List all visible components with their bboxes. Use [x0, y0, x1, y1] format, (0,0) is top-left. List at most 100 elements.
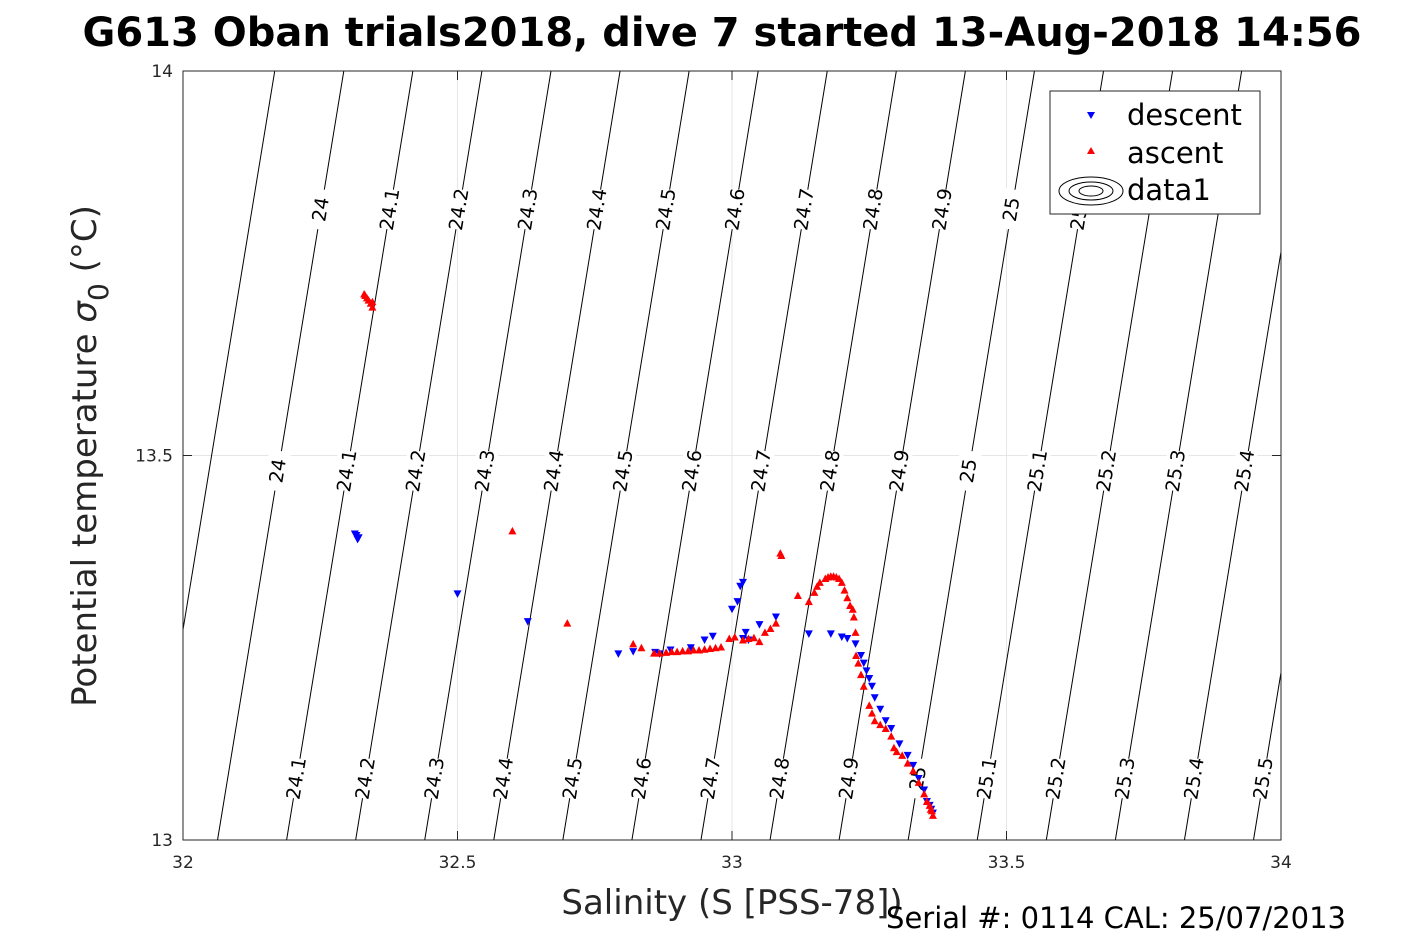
- contour-label-bg: [858, 187, 887, 231]
- ascent-point: [755, 637, 764, 646]
- contour-label: 24: [265, 457, 291, 484]
- ascent-series: [360, 290, 937, 819]
- descent-point: [708, 632, 717, 641]
- legend-ascent-label: ascent: [1127, 136, 1223, 170]
- ascent-point: [684, 646, 693, 655]
- descent-point: [741, 628, 750, 637]
- ascent-point: [673, 647, 682, 656]
- descent-point: [353, 535, 362, 544]
- ascent-point: [706, 644, 715, 653]
- contour-label-bg: [539, 449, 568, 493]
- contour-label-bg: [332, 449, 361, 493]
- ascent-point: [852, 651, 861, 659]
- ascent-point: [650, 649, 659, 657]
- ascent-point: [859, 682, 868, 690]
- contour-label-bg: [608, 449, 637, 493]
- ascent-point: [865, 701, 874, 709]
- contour-label: 24: [308, 196, 334, 223]
- ascent-point: [766, 624, 775, 633]
- legend-data1-label: data1: [1127, 173, 1211, 207]
- ascent-point: [689, 646, 698, 654]
- contour-label-bg: [350, 756, 379, 800]
- ascent-point: [717, 642, 726, 651]
- ascent-point: [810, 588, 819, 596]
- ascent-point: [771, 619, 780, 627]
- contour-label-bg: [789, 187, 818, 231]
- ascent-point: [695, 646, 704, 654]
- y-tick-label: 14: [151, 62, 173, 82]
- contour-label-bg: [696, 756, 725, 800]
- descent-point: [870, 694, 879, 702]
- ascent-point: [928, 811, 937, 819]
- contour-label-bg: [1160, 449, 1190, 493]
- contour-label-bg: [263, 449, 292, 493]
- contour-label-bg: [651, 187, 680, 231]
- descent-point: [771, 613, 780, 621]
- legend: descent ascent data1: [1049, 90, 1261, 215]
- contour-label-bg: [720, 187, 749, 231]
- y-tick-label: 13.5: [135, 447, 173, 467]
- x-tick-label: 32: [172, 853, 194, 873]
- ascent-point: [903, 759, 912, 767]
- ascent-point: [920, 789, 929, 798]
- x-tick-label: 33: [721, 853, 743, 873]
- ascent-point: [909, 766, 918, 775]
- descent-point: [826, 630, 835, 638]
- legend-descent-marker: [1087, 112, 1095, 119]
- ascent-point: [563, 619, 572, 627]
- ascent-point: [804, 597, 813, 606]
- axis-ticks: 32 32.5 33 33.5 34 13 13.5 14: [135, 62, 1292, 873]
- ascent-point: [887, 732, 896, 740]
- ascent-point: [848, 605, 857, 613]
- descent-point: [881, 717, 890, 725]
- descent-point: [876, 705, 885, 714]
- y-axis-label-sigma: σ: [65, 300, 105, 323]
- descent-point: [895, 740, 904, 748]
- descent-point: [909, 761, 918, 770]
- ascent-point: [700, 645, 709, 653]
- contour-label-bg: [746, 449, 775, 493]
- ascent-point: [870, 716, 879, 725]
- ascent-point: [849, 612, 858, 621]
- contour-label: 25: [999, 196, 1025, 223]
- ascent-point: [662, 648, 671, 656]
- contour-label-bg: [401, 449, 430, 493]
- descent-point: [686, 644, 695, 652]
- descent-point: [614, 650, 623, 658]
- contour-label-bg: [927, 187, 956, 231]
- ascent-point: [927, 806, 936, 815]
- descent-point: [700, 636, 709, 645]
- ascent-point: [655, 649, 664, 657]
- ascent-point: [843, 593, 852, 602]
- sigma-contour: [1253, 672, 1282, 841]
- x-tick-label: 34: [1270, 853, 1292, 873]
- ascent-point: [914, 778, 923, 786]
- x-tick-label: 33.5: [988, 853, 1026, 873]
- descent-point: [903, 751, 912, 760]
- descent-point: [862, 667, 871, 675]
- ascent-point: [793, 591, 802, 599]
- footer-serial-cal: Serial #: 0114 CAL: 25/07/2013: [886, 901, 1346, 935]
- descent-point: [755, 621, 764, 629]
- descent-point: [523, 618, 532, 626]
- ascent-point: [744, 634, 753, 643]
- ascent-point: [749, 633, 758, 642]
- ascent-point: [851, 628, 860, 636]
- sigma-contour: [1183, 251, 1282, 841]
- legend-ascent-marker: [1087, 147, 1095, 154]
- descent-point: [738, 578, 747, 587]
- contour-label-bg: [884, 449, 913, 493]
- descent-point: [629, 648, 638, 656]
- ascent-point: [881, 724, 890, 732]
- ascent-point: [368, 297, 377, 306]
- descent-point: [865, 675, 874, 683]
- ascent-point: [777, 551, 786, 559]
- contour-label-bg: [419, 756, 448, 800]
- descent-point: [857, 651, 866, 660]
- contour-label-bg: [834, 756, 863, 800]
- ascent-point: [837, 578, 846, 586]
- contour-label-bg: [677, 449, 706, 493]
- descent-point: [843, 635, 852, 643]
- ascent-point: [813, 582, 822, 590]
